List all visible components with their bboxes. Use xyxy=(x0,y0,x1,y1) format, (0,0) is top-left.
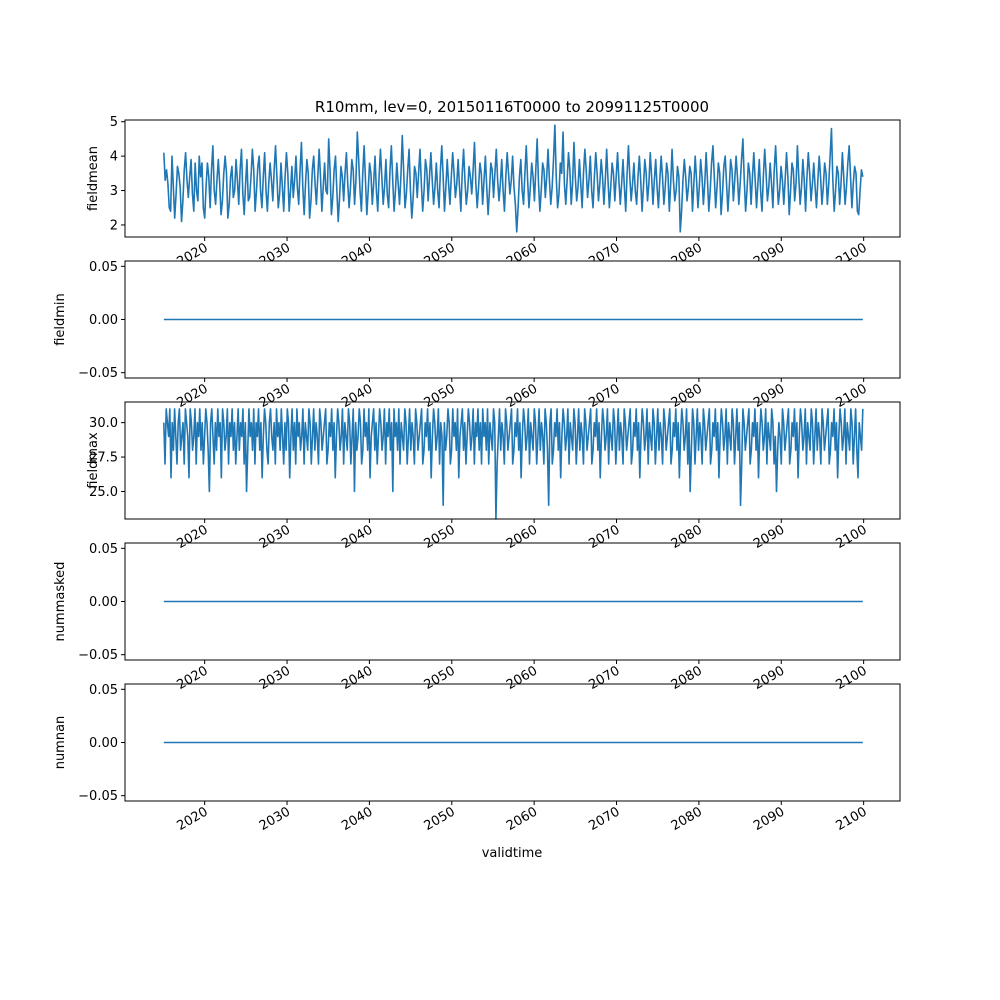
y-axis-label-nummasked: nummasked xyxy=(53,562,68,642)
y-tick-label: −0.05 xyxy=(78,366,118,381)
y-tick-label: 0.05 xyxy=(89,683,118,698)
panels: 2 3 4 5 fieldmean 2020 2030 2040 2050 2060 2070 208… xyxy=(53,115,901,834)
y-tick-label: 0.00 xyxy=(89,595,118,610)
y-tick-label: 2 xyxy=(110,218,118,233)
x-tick-label: 2030 xyxy=(257,804,293,834)
axes-frame xyxy=(124,401,901,520)
x-axis-label: validtime xyxy=(482,846,543,861)
y-tick-label: −0.05 xyxy=(78,648,118,663)
y-tick-label: 27.5 xyxy=(89,451,118,466)
y-tick-label: 25.0 xyxy=(89,485,118,500)
y-axis-label-fieldmin: fieldmin xyxy=(53,293,68,346)
x-tick-label: 2070 xyxy=(586,804,622,834)
chart-title: R10mm, lev=0, 20150116T0000 to 20991125T… xyxy=(315,98,709,116)
y-axis-label-fieldmax: fieldmax xyxy=(86,432,101,489)
series-line-fieldmax xyxy=(163,408,864,520)
y-tick-label: 5 xyxy=(110,115,118,130)
y-axis-label-numnan: numnan xyxy=(53,716,68,770)
y-tick-label: 0.00 xyxy=(89,736,118,751)
series-line-fieldmean xyxy=(163,124,864,233)
y-tick-label: 3 xyxy=(110,184,118,199)
x-tick-label: 2050 xyxy=(422,804,458,834)
axes-frame xyxy=(124,119,901,238)
y-tick-label: 30.0 xyxy=(89,416,118,431)
y-axis-label-fieldmean: fieldmean xyxy=(86,146,101,211)
x-tick-label: 2100 xyxy=(833,804,869,834)
x-tick-label: 2080 xyxy=(669,804,705,834)
y-tick-label: 0.05 xyxy=(89,260,118,275)
y-tick-label: −0.05 xyxy=(78,789,118,804)
y-tick-label: 0.05 xyxy=(89,542,118,557)
x-tick-label: 2060 xyxy=(504,804,540,834)
y-tick-label: 0.00 xyxy=(89,313,118,328)
y-tick-label: 4 xyxy=(110,150,118,165)
x-tick-label: 2090 xyxy=(751,804,787,834)
x-tick-label: 2020 xyxy=(174,804,210,834)
x-tick-label: 2040 xyxy=(339,804,375,834)
